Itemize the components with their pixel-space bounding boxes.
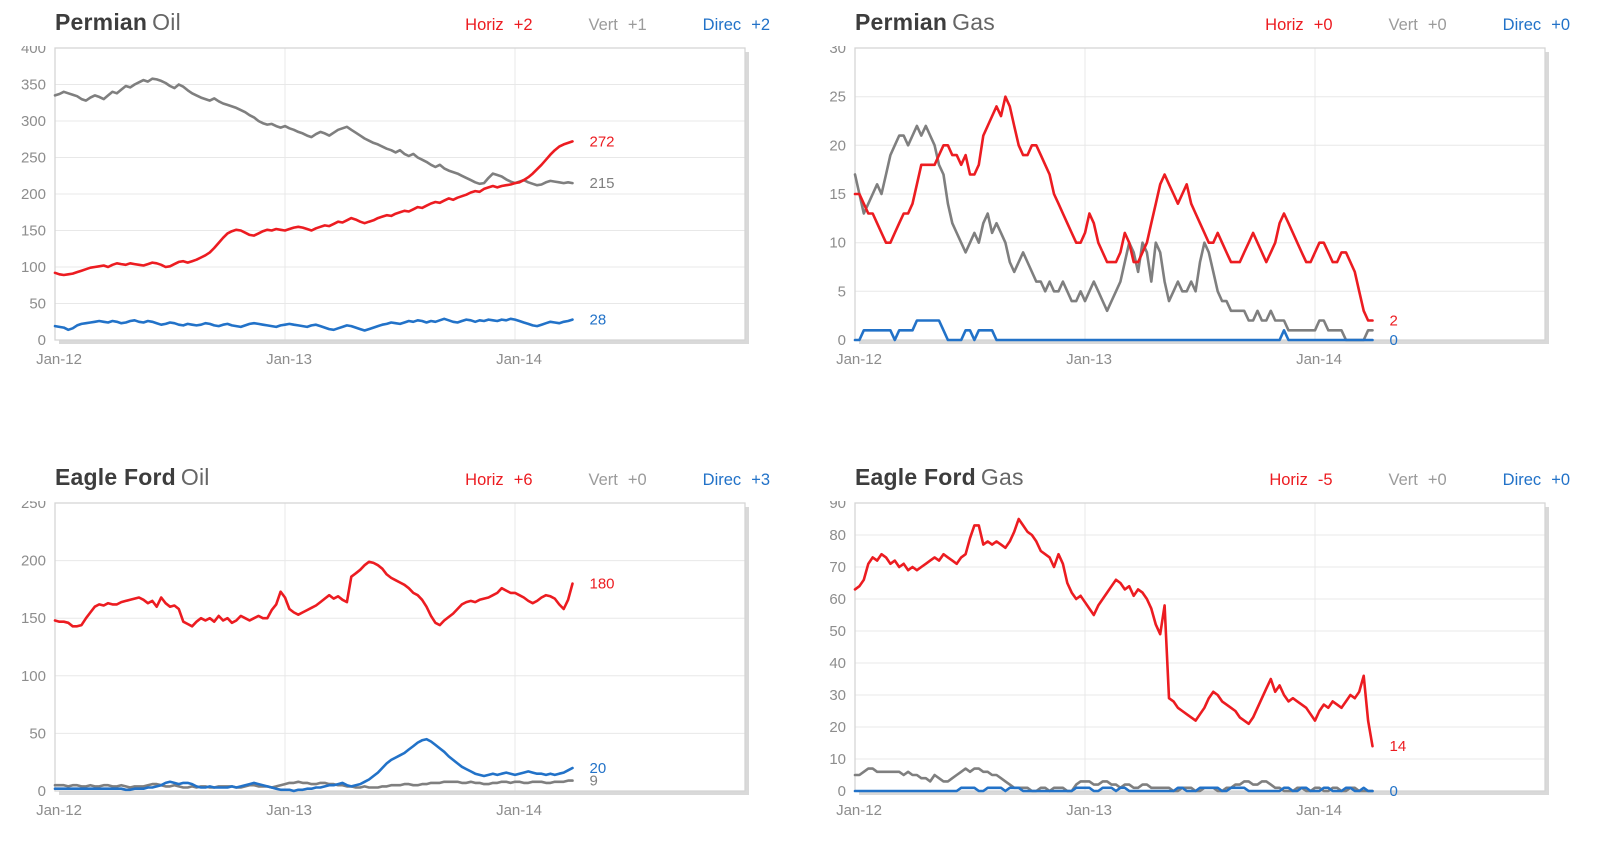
svg-text:200: 200 <box>21 186 46 203</box>
stat-direc: Direc +0 <box>1502 471 1570 489</box>
chart-title-commodity: Oil <box>152 9 181 35</box>
stat-vert: Vert +0 <box>1388 16 1447 34</box>
svg-text:180: 180 <box>590 576 615 593</box>
svg-text:150: 150 <box>21 610 46 627</box>
svg-text:30: 30 <box>829 687 846 704</box>
svg-text:250: 250 <box>21 150 46 167</box>
svg-text:215: 215 <box>590 175 615 192</box>
panel-permian-gas: Permian Gas Horiz +0 Vert +0 Direc +0 0 5 10 15… <box>800 0 1600 431</box>
svg-text:Jan-14: Jan-14 <box>1296 802 1342 819</box>
stat-vert: Vert +0 <box>588 471 647 489</box>
svg-text:350: 350 <box>21 77 46 94</box>
svg-text:10: 10 <box>829 751 846 768</box>
panel-header: Eagle Ford Oil Horiz +6 Vert +0 Direc +3 <box>0 431 800 501</box>
svg-text:40: 40 <box>829 655 846 672</box>
panel-header: Permian Oil Horiz +2 Vert +1 Direc +2 <box>0 0 800 46</box>
svg-text:5: 5 <box>838 283 846 300</box>
stat-direc: Direc +0 <box>1502 16 1570 34</box>
svg-text:0: 0 <box>1390 783 1398 800</box>
svg-text:Jan-13: Jan-13 <box>1066 802 1112 819</box>
svg-text:50: 50 <box>29 296 46 313</box>
stat-horiz: Horiz +6 <box>465 471 533 489</box>
svg-text:100: 100 <box>21 259 46 276</box>
svg-text:25: 25 <box>829 89 846 106</box>
chart-title: Permian Gas <box>855 9 995 36</box>
svg-text:250: 250 <box>21 501 46 512</box>
chart-title-commodity: Oil <box>180 464 210 490</box>
svg-text:0: 0 <box>38 783 46 800</box>
svg-text:150: 150 <box>21 223 46 240</box>
weekly-change-stats: Horiz -5 Vert +0 Direc +0 <box>1269 471 1570 490</box>
weekly-change-stats: Horiz +2 Vert +1 Direc +2 <box>465 16 770 35</box>
line-chart-permian-oil: 0 50 100 150 200 250 300 350 400 Jan-12 Jan-13 Jan-… <box>21 46 749 368</box>
panel-eagle-ford-oil: Eagle Ford Oil Horiz +6 Vert +0 Direc +3 0 50… <box>0 431 800 862</box>
svg-text:60: 60 <box>829 591 846 608</box>
chart-title-basin: Permian <box>855 9 948 35</box>
line-chart-eagle-ford-oil: 0 50 100 150 200 250 Jan-12 Jan-13 Jan-14 180 920 <box>21 501 749 819</box>
panel-eagle-ford-gas: Eagle Ford Gas Horiz -5 Vert +0 Direc +0 0 10… <box>800 431 1600 862</box>
svg-text:Jan-13: Jan-13 <box>266 351 312 368</box>
svg-text:28: 28 <box>590 312 607 329</box>
svg-text:15: 15 <box>829 186 846 203</box>
svg-text:100: 100 <box>21 668 46 685</box>
svg-text:0: 0 <box>838 332 846 349</box>
svg-text:50: 50 <box>829 623 846 640</box>
stat-direc: Direc +2 <box>702 16 770 34</box>
chart-title: Permian Oil <box>55 9 181 36</box>
chart-title: Eagle Ford Oil <box>55 464 210 491</box>
chart-title-commodity: Gas <box>952 9 995 35</box>
svg-text:300: 300 <box>21 113 46 130</box>
stat-vert: Vert +1 <box>588 16 647 34</box>
svg-text:30: 30 <box>829 46 846 57</box>
panel-header: Eagle Ford Gas Horiz -5 Vert +0 Direc +0 <box>800 431 1600 501</box>
stat-direc: Direc +3 <box>702 471 770 489</box>
svg-text:Jan-13: Jan-13 <box>1066 351 1112 368</box>
chart-title-commodity: Gas <box>980 464 1024 490</box>
svg-text:Jan-12: Jan-12 <box>36 802 82 819</box>
svg-text:14: 14 <box>1390 738 1407 755</box>
stat-vert: Vert +0 <box>1388 471 1447 489</box>
chart-title-basin: Eagle Ford <box>855 464 976 490</box>
svg-text:200: 200 <box>21 553 46 570</box>
svg-text:9: 9 <box>590 773 598 790</box>
svg-text:70: 70 <box>829 559 846 576</box>
stat-horiz: Horiz -5 <box>1269 471 1333 489</box>
line-chart-eagle-ford-gas: 0 10 20 30 40 50 60 70 80 90 Jan-12 Jan-13 Jan-14 14 0 <box>829 501 1549 819</box>
panel-header: Permian Gas Horiz +0 Vert +0 Direc +0 <box>800 0 1600 46</box>
svg-text:Jan-12: Jan-12 <box>836 802 882 819</box>
stat-horiz: Horiz +2 <box>465 16 533 34</box>
svg-text:400: 400 <box>21 46 46 57</box>
svg-text:20: 20 <box>829 137 846 154</box>
weekly-change-stats: Horiz +0 Vert +0 Direc +0 <box>1265 16 1570 35</box>
weekly-change-stats: Horiz +6 Vert +0 Direc +3 <box>465 471 770 490</box>
svg-text:Jan-14: Jan-14 <box>496 802 542 819</box>
svg-text:2: 2 <box>1390 313 1398 330</box>
chart-title-basin: Permian <box>55 9 148 35</box>
panel-permian-oil: Permian Oil Horiz +2 Vert +1 Direc +2 0 50 100… <box>0 0 800 431</box>
chart-title-basin: Eagle Ford <box>55 464 176 490</box>
svg-text:50: 50 <box>29 725 46 742</box>
svg-text:20: 20 <box>590 760 607 777</box>
svg-text:20: 20 <box>829 719 846 736</box>
svg-text:Jan-14: Jan-14 <box>1296 351 1342 368</box>
stat-horiz: Horiz +0 <box>1265 16 1333 34</box>
svg-text:0: 0 <box>838 783 846 800</box>
svg-text:80: 80 <box>829 527 846 544</box>
svg-text:10: 10 <box>829 235 846 252</box>
svg-text:0: 0 <box>1390 332 1398 349</box>
svg-text:90: 90 <box>829 501 846 512</box>
svg-text:Jan-14: Jan-14 <box>496 351 542 368</box>
svg-text:Jan-12: Jan-12 <box>36 351 82 368</box>
svg-text:Jan-12: Jan-12 <box>836 351 882 368</box>
svg-text:0: 0 <box>38 332 46 349</box>
svg-text:Jan-13: Jan-13 <box>266 802 312 819</box>
svg-text:272: 272 <box>590 133 615 150</box>
chart-title: Eagle Ford Gas <box>855 464 1024 491</box>
